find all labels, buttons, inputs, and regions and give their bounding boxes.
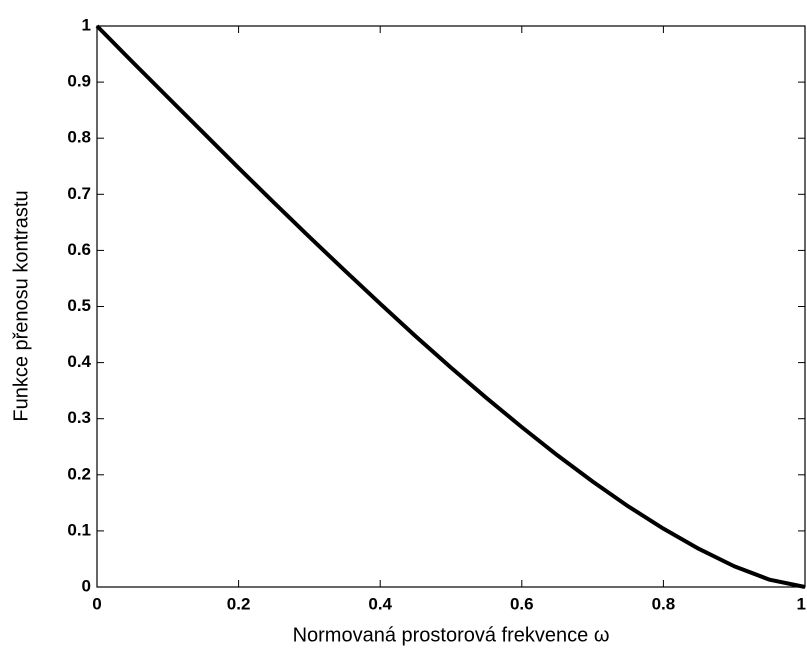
x-tick-label: 0.2 [227,594,251,613]
x-tick-label: 1 [797,594,806,613]
x-axis-label: Normovaná prostorová frekvence ω [293,624,610,646]
y-tick-label: 0.2 [67,464,91,483]
y-tick-label: 0.5 [67,296,91,315]
y-tick-label: 0.1 [67,520,91,539]
x-tick-label: 0.4 [368,594,392,613]
y-tick-label: 0.9 [67,72,91,91]
x-tick-label: 0.6 [510,594,534,613]
x-tick-label: 0 [92,594,101,613]
y-tick-label: 1 [82,15,91,34]
plot-frame [96,25,806,588]
y-tick-label: 0.7 [67,184,91,203]
y-axis-label: Funkce přenosu kontrastu [10,190,32,421]
y-tick-label: 0 [82,576,91,595]
x-tick-label: 0.8 [652,594,676,613]
y-tick-label: 0.6 [67,240,91,259]
y-tick-label: 0.3 [67,408,91,427]
y-tick-label: 0.8 [67,128,91,147]
y-tick-label: 0.4 [67,352,91,371]
line-series [95,24,806,589]
